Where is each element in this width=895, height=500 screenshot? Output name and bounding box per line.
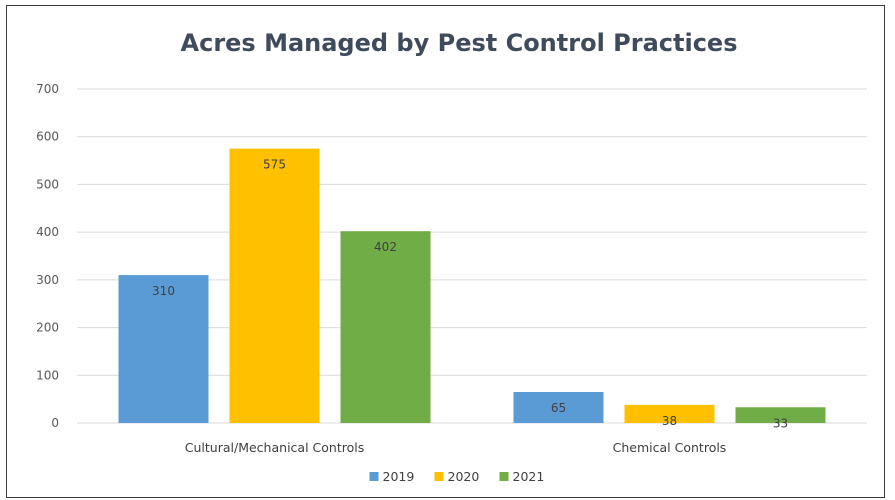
bar-2021-2 <box>735 407 826 423</box>
legend-label-2021: 2021 <box>513 469 545 484</box>
legend-label-2019: 2019 <box>383 469 415 484</box>
chart-frame: Acres Managed by Pest Control Practices … <box>6 5 885 498</box>
category-label-2: Chemical Controls <box>613 440 727 455</box>
data-label-2019-2: 65 <box>551 401 566 415</box>
category-label-1: Cultural/Mechanical Controls <box>185 440 364 455</box>
bar-2021-1 <box>340 231 431 423</box>
bar-chart: Acres Managed by Pest Control Practices … <box>36 29 867 484</box>
legend-swatch-2019 <box>369 472 379 481</box>
y-tick-label: 700 <box>36 82 59 96</box>
category-labels: Cultural/Mechanical Controls Chemical Con… <box>185 440 727 455</box>
data-label-2021-2: 33 <box>773 416 788 430</box>
y-axis-ticks: 0 100 200 300 400 500 600 700 <box>36 82 59 430</box>
bars <box>118 148 826 423</box>
bar-2019-2 <box>513 391 604 423</box>
legend: 2019 2020 2021 <box>369 469 545 484</box>
data-label-2020-2: 38 <box>662 414 677 428</box>
legend-swatch-2020 <box>434 472 444 481</box>
y-tick-label: 600 <box>36 130 59 144</box>
y-tick-label: 100 <box>36 368 59 382</box>
legend-label-2020: 2020 <box>448 469 480 484</box>
data-label-2020-1: 575 <box>263 158 286 172</box>
data-label-2021-1: 402 <box>374 240 397 254</box>
y-tick-label: 0 <box>51 416 59 430</box>
data-label-2019-1: 310 <box>152 284 175 298</box>
bar-2020-1 <box>229 148 320 423</box>
y-tick-label: 400 <box>36 225 59 239</box>
chart-title: Acres Managed by Pest Control Practices <box>181 29 738 57</box>
y-tick-label: 200 <box>36 321 59 335</box>
gridlines <box>77 88 867 424</box>
y-tick-label: 300 <box>36 273 59 287</box>
y-tick-label: 500 <box>36 177 59 191</box>
data-labels: 310 575 402 65 38 33 <box>152 158 788 431</box>
bar-2019-1 <box>118 275 209 423</box>
legend-swatch-2021 <box>499 472 509 481</box>
bar-2020-2 <box>624 404 715 423</box>
